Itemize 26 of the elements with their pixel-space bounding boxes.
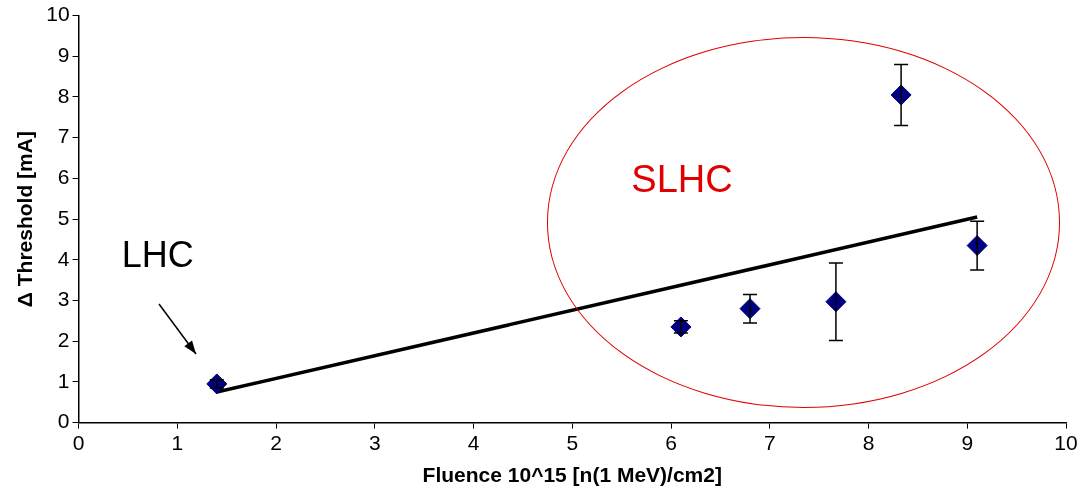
x-tick-label: 10 [1054, 431, 1078, 454]
y-tick-label: 5 [57, 205, 70, 229]
x-tick-label: 5 [566, 431, 579, 454]
x-tick-label: 9 [961, 431, 974, 454]
x-tick-label: 1 [171, 431, 184, 454]
y-tick-label: 2 [57, 328, 70, 351]
x-tick-label: 4 [467, 431, 480, 454]
annotation: LHC [121, 233, 194, 276]
y-tick-label: 4 [57, 246, 70, 270]
x-tick-label: 0 [72, 431, 85, 454]
y-axis-title: Δ Threshold [mA] [13, 131, 37, 308]
x-tick-label: 7 [763, 431, 776, 454]
annotation: SLHC [631, 157, 733, 201]
x-tick-label: 6 [665, 431, 677, 454]
y-tick-label: 6 [57, 165, 70, 189]
y-tick-label: 7 [57, 124, 70, 148]
x-axis-title: Fluence 10^15 [n(1 MeV)/cm2] [422, 463, 722, 487]
x-tick-label: 2 [270, 431, 282, 454]
y-tick-label: 3 [57, 287, 70, 311]
y-tick-label: 9 [57, 43, 70, 67]
y-tick-label: 8 [57, 83, 70, 107]
y-tick-label: 1 [57, 368, 70, 392]
y-tick-label: 10 [46, 2, 70, 26]
x-tick-label: 3 [368, 431, 381, 454]
x-tick-label: 8 [862, 431, 875, 454]
y-tick-label: 0 [57, 409, 70, 433]
